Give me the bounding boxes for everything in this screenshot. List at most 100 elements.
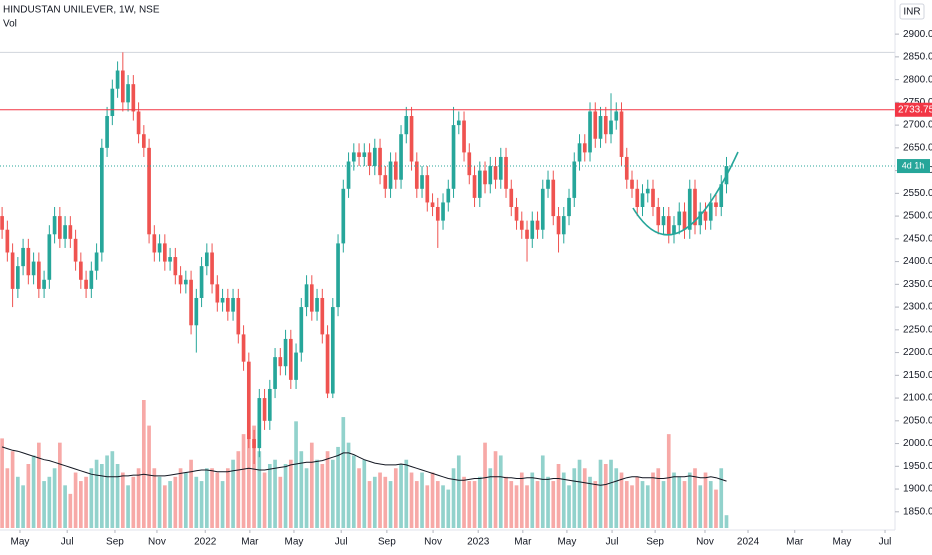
volume-bar — [467, 481, 472, 528]
volume-bar — [110, 451, 115, 528]
x-tick-label: May — [285, 537, 304, 548]
volume-bar — [714, 489, 718, 528]
candle-body — [630, 179, 634, 189]
volume-bar — [561, 472, 566, 528]
candle-body — [267, 388, 272, 421]
volume-bar — [231, 459, 235, 528]
x-tick-label: Jul — [61, 537, 74, 548]
volume-bar — [31, 455, 36, 528]
candle-body — [425, 175, 430, 203]
volume-bar — [698, 485, 703, 528]
volume-bar — [388, 481, 393, 528]
x-tick-label: Nov — [424, 537, 442, 548]
y-tick-label: 1950.00 — [903, 461, 932, 472]
volume-bar — [105, 455, 109, 528]
volume-bar — [215, 472, 220, 528]
x-tick-label: Sep — [378, 537, 396, 548]
candle-body — [498, 156, 503, 180]
volume-bar — [168, 481, 172, 528]
candle-body — [241, 334, 246, 362]
volume-bar — [178, 468, 183, 528]
volume-bar — [84, 476, 88, 528]
candle-body — [141, 134, 146, 148]
candle-body — [115, 70, 120, 89]
candle-body — [236, 297, 241, 335]
volume-bar — [404, 459, 409, 528]
volume-bar — [582, 468, 587, 528]
currency-button[interactable] — [899, 3, 925, 20]
currency-label[interactable]: INR — [903, 7, 920, 18]
volume-bar — [593, 481, 598, 528]
candle-body — [687, 188, 692, 230]
candle-body — [409, 116, 414, 162]
volume-bar — [724, 515, 729, 528]
volume-bar — [204, 468, 209, 528]
volume-bar — [661, 481, 666, 528]
volume-bar — [630, 485, 634, 528]
volume-bar — [414, 481, 419, 528]
candle-body — [572, 161, 577, 198]
candle-body — [525, 229, 529, 239]
candle-body — [131, 84, 136, 112]
plot-area — [0, 51, 895, 528]
candle-body — [656, 206, 661, 226]
volume-bar — [225, 468, 230, 528]
candle-body — [68, 225, 73, 239]
candle-body — [194, 297, 199, 326]
candle-body — [231, 297, 235, 312]
candle-body — [577, 143, 582, 162]
volume-bar — [315, 459, 319, 528]
volume-bar — [357, 468, 361, 528]
x-tick-label: 2024 — [737, 537, 760, 548]
volume-bar — [304, 468, 309, 528]
candle-body — [215, 284, 220, 303]
candle-body — [341, 188, 346, 244]
y-tick-label: 2050.00 — [903, 415, 932, 426]
x-tick-label: Nov — [696, 537, 714, 548]
candle-body — [483, 170, 487, 185]
candle-body — [430, 202, 435, 207]
candle-body — [567, 197, 571, 217]
x-tick-label: Mar — [241, 537, 259, 548]
y-tick-label: 2200.00 — [903, 347, 932, 358]
volume-label: Vol — [3, 19, 17, 30]
x-tick-label: Jul — [879, 537, 892, 548]
candle-body — [309, 284, 314, 312]
volume-bar — [94, 459, 99, 528]
y-tick-label: 2300.00 — [903, 302, 932, 313]
candle-body — [698, 211, 703, 226]
candle-body — [703, 211, 708, 221]
volume-bar — [462, 476, 466, 528]
volume-bar — [493, 451, 498, 528]
level-tag-label: 2733.75 — [898, 104, 932, 115]
candle-body — [441, 202, 445, 221]
volume-ma-line — [1, 446, 727, 486]
volume-bar — [483, 442, 487, 528]
y-tick-label: 2550.00 — [903, 188, 932, 199]
candle-body — [551, 179, 556, 217]
volume-bar — [383, 476, 388, 528]
volume-bar — [435, 481, 440, 528]
candle-body — [619, 111, 624, 157]
volume-bar — [210, 468, 214, 528]
volume-bar — [645, 485, 650, 528]
volume-bar — [456, 455, 461, 528]
candle-body — [488, 166, 493, 185]
candle-body — [451, 125, 456, 189]
volume-bar — [58, 442, 62, 528]
candle-body — [84, 279, 88, 289]
volume-bar — [241, 434, 246, 528]
volume-bar — [183, 472, 188, 528]
candle-body — [383, 175, 388, 189]
y-tick-label: 2700.00 — [903, 120, 932, 131]
countdown-label: 4d 1h — [902, 160, 925, 170]
candle-body — [58, 216, 62, 239]
candle-body — [393, 161, 398, 180]
volume-bar — [199, 481, 204, 528]
volume-bar — [393, 468, 398, 528]
countdown-tag — [897, 159, 930, 174]
volume-bar — [351, 455, 356, 528]
candle-body — [677, 211, 682, 226]
volume-bar — [346, 442, 351, 528]
candle-body — [404, 116, 409, 135]
